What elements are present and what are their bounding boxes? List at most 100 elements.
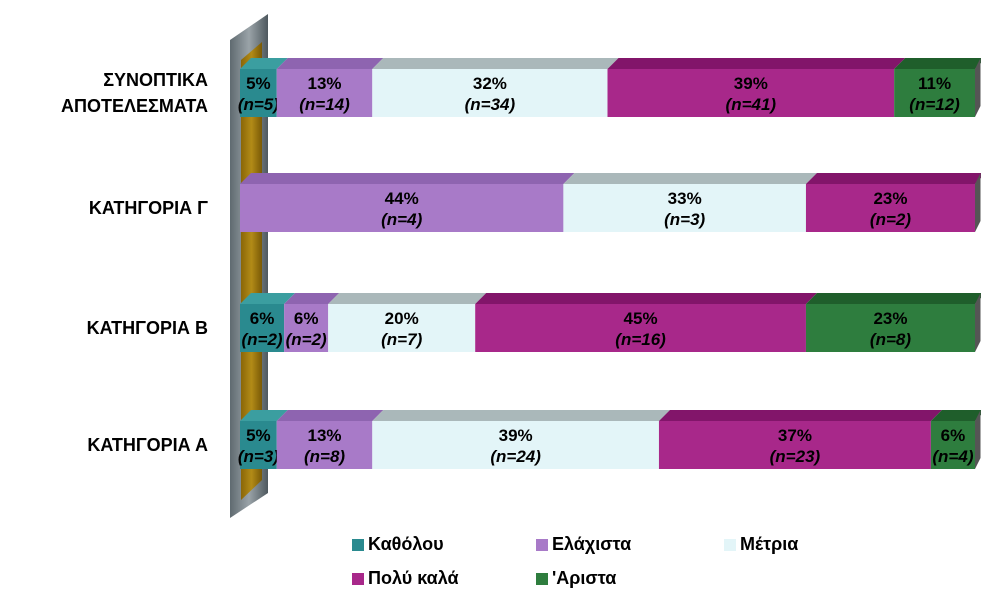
bar-segment-top [607,58,906,69]
data-label-count: (n=5) [238,95,279,114]
bar-segment-top [658,410,942,421]
bar-segment [372,69,608,117]
legend-item: 'Αριστα [536,568,616,589]
data-label-percent: 13% [308,74,342,93]
data-label-percent: 6% [294,309,319,328]
bar-segment-top [276,58,384,69]
bar-side-face [975,173,981,232]
bar-side-face [975,410,981,469]
data-label-count: (n=2) [870,210,911,229]
bar-segment [276,69,373,117]
data-label-count: (n=14) [299,95,350,114]
data-label-count: (n=23) [770,447,821,466]
bars-group: 5% (n=5) 13% (n=14) 32% (n=34) 39% (n=41) 11% (n=… [238,58,981,469]
bar-segment-top [372,58,619,69]
bar-segment-top [240,173,575,184]
legend-swatch [352,538,364,551]
data-label-count: (n=3) [664,210,705,229]
category-label: ΚΑΤΗΓΟΡΙΑ Α [87,435,208,455]
bar-segment-top [805,173,981,184]
data-label-percent: 6% [941,426,966,445]
bar-segment [894,69,975,117]
data-label-percent: 11% [918,74,951,93]
legend-swatch [724,538,736,551]
bar-side-face [975,293,981,352]
data-label-count: (n=41) [726,95,777,114]
data-label-percent: 20% [385,309,419,328]
category-label: ΑΠΟΤΕΛΕΣΜΑΤΑ [61,96,208,116]
bar-segment-top [563,173,817,184]
data-label-count: (n=4) [381,210,422,229]
data-label-count: (n=12) [909,95,960,114]
data-label-percent: 45% [624,309,658,328]
bar-segment-top [805,293,981,304]
bar-segment-top [240,293,296,304]
legend-label: Καθόλου [368,534,444,554]
bar-segment [930,421,975,469]
legend-swatch [536,538,548,551]
data-label-percent: 44% [385,189,419,208]
chart-wall-face [241,42,262,500]
bar-segment-top [930,410,981,421]
bar-segment [563,184,806,232]
bar-segment [240,184,564,232]
data-label-count: (n=2) [286,330,327,349]
data-label-count: (n=8) [304,447,345,466]
data-label-percent: 37% [778,426,812,445]
data-label-percent: 23% [873,189,907,208]
bar-segment [658,421,931,469]
legend-label: Μέτρια [740,534,799,554]
category-label: ΚΑΤΗΓΟΡΙΑ Γ [89,198,208,218]
bar-segment-top [240,410,288,421]
data-label-percent: 32% [473,74,507,93]
data-label-count: (n=34) [465,95,516,114]
legend-item: Καθόλου [352,534,444,555]
bar-segment [805,304,975,352]
legend-label: Ελάχιστα [552,534,632,554]
category-label: ΣΥΝΟΠΤΙΚΑ [103,70,208,90]
data-label-percent: 5% [246,426,271,445]
bar-segment [240,304,285,352]
data-label-percent: 6% [250,309,275,328]
category-label: ΚΑΤΗΓΟΡΙΑ Β [87,318,208,338]
bar-segment [276,421,373,469]
data-label-percent: 5% [246,74,271,93]
legend-label: Πολύ καλά [368,568,459,588]
bar-segment-top [240,58,288,69]
data-label-percent: 39% [499,426,533,445]
data-label-percent: 13% [308,426,342,445]
bar-segment [372,421,659,469]
data-label-count: (n=24) [490,447,541,466]
bar-side-face [975,58,981,117]
bar-segment-top [894,58,981,69]
data-label-count: (n=4) [932,447,973,466]
data-label-percent: 39% [734,74,768,93]
data-label-count: (n=16) [615,330,666,349]
bar-segment [284,304,329,352]
bar-segment [805,184,975,232]
bar-segment [240,69,277,117]
data-label-count: (n=3) [238,447,279,466]
bar-segment [328,304,476,352]
legend-swatch [352,572,364,585]
legend-item: Μέτρια [724,534,798,555]
bar-segment [475,304,806,352]
data-label-percent: 33% [668,189,702,208]
data-label-count: (n=2) [242,330,283,349]
legend-item: Ελάχιστα [536,534,631,555]
bar-segment-top [328,293,487,304]
bar-segment-top [284,293,340,304]
bar-segment [240,421,277,469]
legend-item: Πολύ καλά [352,568,459,589]
data-label-count: (n=8) [870,330,911,349]
data-label-percent: 23% [873,309,907,328]
category-labels: ΣΥΝΟΠΤΙΚΑ ΑΠΟΤΕΛΕΣΜΑΤΑ ΚΑΤΗΓΟΡΙΑ Γ ΚΑΤΗΓΟΡΙ… [61,70,208,455]
bar-segment-top [475,293,817,304]
legend-swatch [536,572,548,585]
legend-label: 'Αριστα [552,568,617,588]
bar-segment [607,69,895,117]
bar-segment-top [372,410,670,421]
data-label-count: (n=7) [381,330,422,349]
bar-segment-top [276,410,384,421]
